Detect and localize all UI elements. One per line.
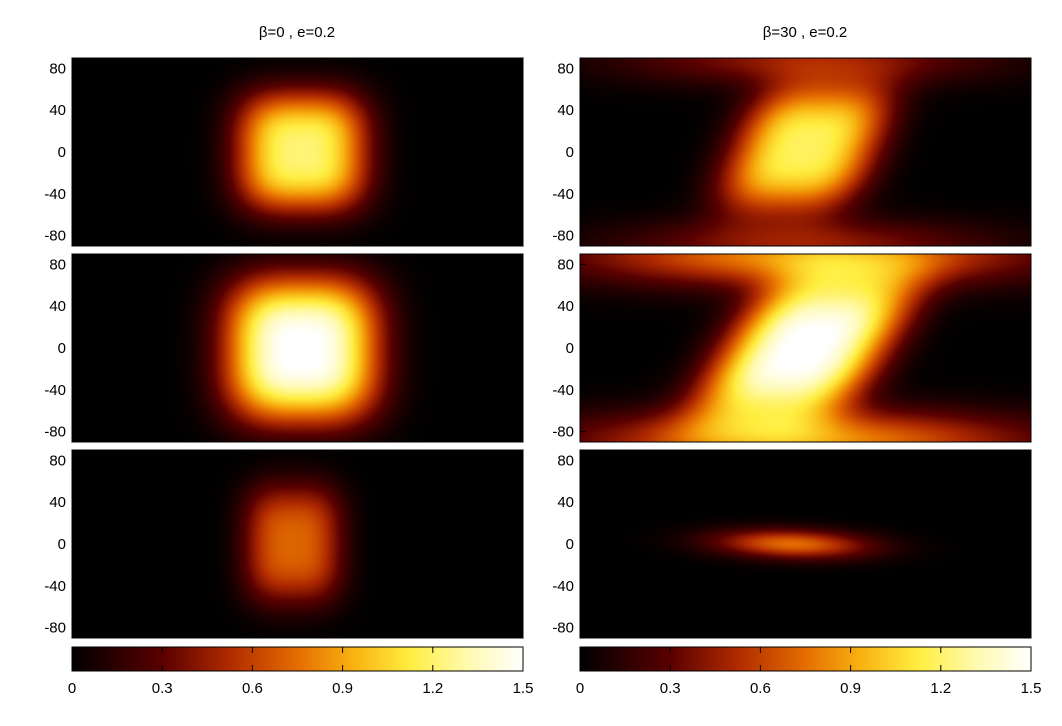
colorbar-tick-label: 1.5 bbox=[1021, 680, 1042, 697]
y-tick-label: 0 bbox=[58, 340, 66, 357]
y-tick-label: -80 bbox=[44, 620, 66, 637]
y-tick-label: -40 bbox=[552, 186, 574, 203]
y-tick-label: -80 bbox=[552, 620, 574, 637]
colorbar-tick-label: 0 bbox=[576, 680, 584, 697]
heatmap-panel: 80 40 0 -40 -80 bbox=[552, 57, 1032, 247]
y-tick-label: 0 bbox=[58, 144, 66, 161]
heatmap-panels: 80 40 0 -40 -80 80 40 0 -40 -80 80 40 0 -40 -80 80 40 0 -4… bbox=[44, 57, 1032, 639]
y-tick-label: -40 bbox=[44, 186, 66, 203]
colorbar-tick-label: 0.3 bbox=[152, 680, 173, 697]
heatmap-image bbox=[72, 58, 523, 246]
y-tick-label: 80 bbox=[557, 256, 574, 273]
heatmap-image bbox=[72, 450, 523, 638]
heatmap-panel: 80 40 0 -40 -80 bbox=[552, 449, 1032, 639]
colorbar-gradient bbox=[579, 646, 1032, 672]
heatmap-panel: 80 40 0 -40 -80 bbox=[44, 57, 524, 247]
y-tick-label: -40 bbox=[552, 578, 574, 595]
heatmap-image bbox=[580, 450, 1031, 638]
y-tick-label: 40 bbox=[557, 102, 574, 119]
y-tick-label: 0 bbox=[566, 144, 574, 161]
heatmap-image bbox=[580, 58, 1031, 246]
colorbar-tick-label: 0.6 bbox=[750, 680, 771, 697]
colorbar-tick-label: 0.9 bbox=[840, 680, 861, 697]
heatmap-panel: 80 40 0 -40 -80 bbox=[44, 449, 524, 639]
y-tick-label: -40 bbox=[44, 578, 66, 595]
y-tick-label: 0 bbox=[58, 536, 66, 553]
y-tick-label: -40 bbox=[44, 382, 66, 399]
y-tick-label: -40 bbox=[552, 382, 574, 399]
y-tick-label: -80 bbox=[552, 424, 574, 441]
colorbar: 0 0.3 0.6 0.9 1.2 1.5 bbox=[576, 646, 1042, 697]
colorbar-tick-label: 0 bbox=[68, 680, 76, 697]
colorbar-tick-label: 0.6 bbox=[242, 680, 263, 697]
colorbar-gradient bbox=[71, 646, 524, 672]
heatmap-image bbox=[580, 254, 1031, 442]
heatmap-image bbox=[72, 254, 523, 442]
colorbar: 0 0.3 0.6 0.9 1.2 1.5 bbox=[68, 646, 534, 697]
y-tick-label: 80 bbox=[49, 452, 66, 469]
y-tick-label: 40 bbox=[557, 494, 574, 511]
heatmap-panel: 80 40 0 -40 -80 bbox=[552, 253, 1032, 443]
y-tick-label: -80 bbox=[44, 424, 66, 441]
left-column-title: β=0 , e=0.2 bbox=[259, 24, 335, 41]
y-tick-label: -80 bbox=[552, 228, 574, 245]
heatmap-panel: 80 40 0 -40 -80 bbox=[44, 253, 524, 443]
colorbars: 0 0.3 0.6 0.9 1.2 1.5 0 0.3 0.6 0.9 1.2 1.5 bbox=[68, 646, 1042, 697]
colorbar-tick-label: 1.5 bbox=[513, 680, 534, 697]
y-tick-label: 0 bbox=[566, 536, 574, 553]
y-tick-label: 80 bbox=[557, 452, 574, 469]
right-column-title: β=30 , e=0.2 bbox=[763, 24, 848, 41]
colorbar-tick-label: 0.3 bbox=[660, 680, 681, 697]
colorbar-tick-label: 0.9 bbox=[332, 680, 353, 697]
y-tick-label: -80 bbox=[44, 228, 66, 245]
y-tick-label: 40 bbox=[557, 298, 574, 315]
y-tick-label: 40 bbox=[49, 298, 66, 315]
y-tick-label: 40 bbox=[49, 494, 66, 511]
y-tick-label: 80 bbox=[49, 256, 66, 273]
y-tick-label: 80 bbox=[49, 60, 66, 77]
y-tick-label: 80 bbox=[557, 60, 574, 77]
y-tick-label: 40 bbox=[49, 102, 66, 119]
y-tick-label: 0 bbox=[566, 340, 574, 357]
colorbar-tick-label: 1.2 bbox=[422, 680, 443, 697]
colorbar-tick-label: 1.2 bbox=[930, 680, 951, 697]
